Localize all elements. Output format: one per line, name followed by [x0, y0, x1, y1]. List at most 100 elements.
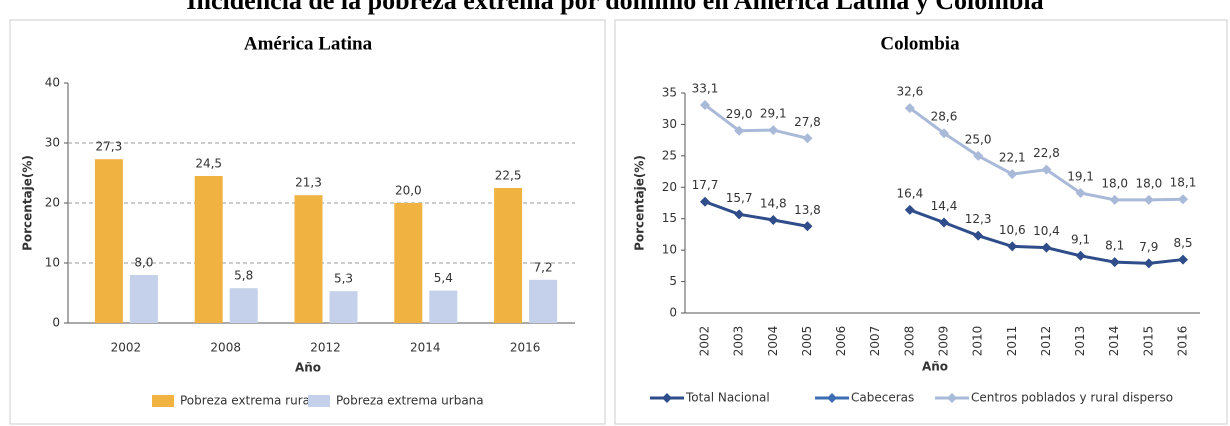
marker — [1041, 164, 1052, 175]
data-label: 8,5 — [1173, 236, 1192, 250]
marker — [700, 99, 710, 110]
bar — [94, 159, 123, 323]
y-tick-label: 10 — [45, 256, 60, 270]
bar — [429, 290, 458, 323]
x-tick-label: 2008 — [902, 326, 916, 357]
marker — [973, 230, 984, 241]
x-tick-label: 2014 — [1107, 326, 1121, 357]
data-label: 22,5 — [495, 169, 522, 183]
x-tick-label: 2011 — [1005, 326, 1019, 357]
x-axis-label: Año — [295, 361, 321, 375]
data-label: 10,4 — [1033, 224, 1060, 238]
legend-label: Cabeceras — [851, 391, 914, 405]
marker — [802, 133, 813, 144]
data-label: 29,1 — [760, 107, 787, 121]
marker — [1041, 242, 1052, 253]
x-tick-label: 2016 — [510, 341, 541, 355]
data-label: 22,8 — [1033, 146, 1060, 160]
data-label: 20,0 — [395, 184, 422, 198]
marker — [1109, 257, 1120, 268]
x-tick-label: 2008 — [210, 341, 241, 355]
bar — [529, 279, 558, 323]
data-label: 15,7 — [726, 191, 753, 205]
y-tick-label: 40 — [45, 76, 60, 90]
marker — [1007, 241, 1018, 252]
x-tick-label: 2002 — [698, 326, 712, 357]
x-tick-label: 2005 — [800, 326, 814, 357]
x-tick-label: 2002 — [111, 341, 142, 355]
bar — [394, 203, 423, 323]
data-label: 17,7 — [692, 178, 719, 192]
legend-label: Pobreza extrema rural — [180, 394, 313, 408]
y-tick-label: 20 — [45, 196, 60, 210]
marker — [700, 196, 710, 207]
y-tick-label: 25 — [662, 148, 677, 162]
y-tick-label: 30 — [45, 136, 60, 150]
data-label: 12,3 — [965, 212, 992, 226]
data-label: 29,0 — [726, 107, 753, 121]
x-tick-label: 2009 — [937, 326, 951, 357]
y-tick-label: 15 — [662, 211, 677, 225]
marker — [904, 204, 915, 215]
y-axis-label: Porcentaje(%) — [633, 155, 647, 251]
data-label: 14,4 — [931, 199, 958, 213]
y-axis-label: Porcentaje(%) — [21, 155, 35, 251]
data-label: 14,8 — [760, 196, 787, 210]
x-tick-label: 2006 — [834, 326, 848, 357]
data-label: 32,6 — [896, 85, 923, 99]
bar — [329, 291, 358, 323]
bar — [494, 188, 523, 323]
legend-marker — [827, 393, 837, 403]
panel — [614, 19, 1228, 425]
marker — [973, 150, 984, 161]
x-tick-label: 2010 — [971, 326, 985, 357]
data-label: 8,1 — [1105, 239, 1124, 253]
x-tick-label: 2013 — [1073, 326, 1087, 357]
legend-label: Pobreza extrema urbana — [336, 394, 484, 408]
marker — [1109, 194, 1120, 205]
data-label: 7,9 — [1139, 240, 1158, 254]
panel — [9, 19, 606, 425]
data-label: 27,3 — [96, 140, 123, 154]
data-label: 21,3 — [295, 176, 322, 190]
series-line — [704, 200, 808, 228]
data-label: 18,0 — [1101, 176, 1128, 190]
chart-title: América Latina — [244, 33, 373, 54]
legend-marker — [947, 393, 957, 403]
marker — [1143, 194, 1154, 205]
marker — [734, 209, 745, 220]
data-label: 33,1 — [692, 81, 719, 95]
marker — [1178, 194, 1188, 205]
main-title: Incidencia de la pobreza extrema por dom… — [186, 0, 1043, 15]
legend-label: Centros poblados y rural disperso — [971, 391, 1173, 405]
marker — [1143, 258, 1154, 269]
x-tick-label: 2003 — [732, 326, 746, 357]
data-label: 9,1 — [1071, 232, 1090, 246]
marker — [734, 125, 745, 136]
x-tick-label: 2012 — [310, 341, 341, 355]
marker — [1075, 250, 1086, 261]
marker — [768, 125, 779, 136]
marker — [802, 221, 813, 232]
bar — [294, 195, 323, 323]
y-tick-label: 35 — [662, 86, 677, 100]
bar — [229, 288, 258, 323]
data-label: 24,5 — [195, 157, 222, 171]
series-line — [704, 103, 808, 140]
data-label: 28,6 — [931, 110, 958, 124]
data-label: 18,1 — [1170, 176, 1197, 190]
marker — [939, 128, 949, 139]
y-tick-label: 20 — [662, 180, 677, 194]
x-tick-label: 2016 — [1176, 326, 1190, 357]
x-tick-label: 2012 — [1039, 326, 1053, 357]
bar — [194, 176, 223, 323]
marker — [1178, 254, 1188, 265]
y-tick-label: 30 — [662, 117, 677, 131]
x-tick-label: 2014 — [410, 341, 441, 355]
x-tick-label: 2007 — [868, 326, 882, 357]
x-tick-label: 2004 — [766, 326, 780, 357]
marker — [939, 217, 949, 228]
y-tick-label: 5 — [669, 274, 677, 288]
y-tick-label: 10 — [662, 243, 677, 257]
